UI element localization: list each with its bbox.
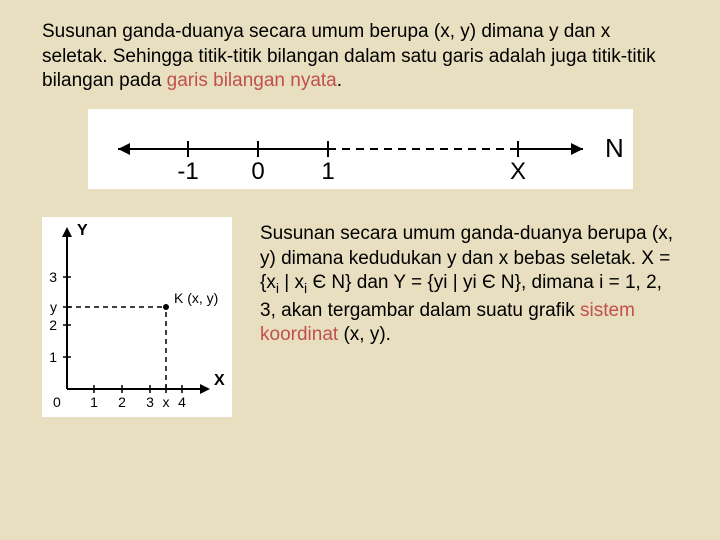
paragraph-1: Susunan ganda-duanya secara umum berupa … [42,20,678,94]
coordinate-graph-figure: YX0123x412y3K (x, y) [42,217,232,417]
svg-text:2: 2 [49,317,57,333]
svg-text:1: 1 [49,349,57,365]
svg-text:Y: Y [77,222,88,239]
svg-text:0: 0 [251,158,264,185]
svg-text:1: 1 [321,158,334,185]
number-line-svg: -1 0 1 X N [88,109,633,189]
coordinate-svg: YX0123x412y3K (x, y) [42,217,232,417]
svg-text:-1: -1 [177,158,198,185]
number-line-figure: -1 0 1 X N [88,109,633,189]
svg-text:4: 4 [178,394,186,410]
svg-text:2: 2 [118,394,126,410]
svg-text:3: 3 [49,269,57,285]
svg-text:X: X [509,158,525,185]
svg-text:X: X [214,372,225,389]
para1-text-after: . [337,70,342,91]
para2-t2: | x [279,272,304,293]
svg-text:0: 0 [53,394,61,410]
svg-text:N: N [605,133,624,163]
svg-text:y: y [50,299,57,315]
para1-text-before: Susunan ganda-duanya secara umum berupa … [42,21,656,91]
svg-text:1: 1 [90,394,98,410]
para2-t4: (x, y). [338,324,391,345]
svg-text:x: x [163,394,170,410]
paragraph-2: Susunan secara umum ganda-duanya berupa … [260,217,678,348]
svg-text:3: 3 [146,394,154,410]
svg-text:K (x, y): K (x, y) [174,290,218,306]
para1-highlight: garis bilangan nyata [167,70,337,91]
